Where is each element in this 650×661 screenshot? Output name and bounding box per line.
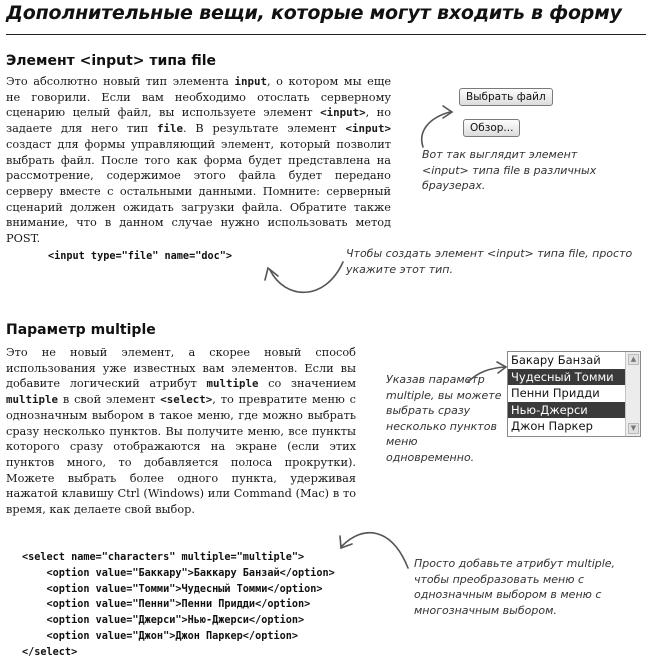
note-code: Просто добавьте атрибут multiple, чтобы … — [414, 557, 616, 617]
title-divider — [6, 34, 646, 35]
listbox-option[interactable]: Чудесный Томми — [508, 368, 625, 386]
scroll-down-icon[interactable]: ▼ — [628, 423, 639, 434]
file-input-code: <input type="file" name="doc"> — [48, 251, 233, 262]
choose-file-button[interactable]: Выбрать файл — [459, 88, 553, 106]
arrow-to-code-head — [264, 266, 279, 281]
browse-button[interactable]: Обзор... — [463, 119, 521, 137]
arrow-to-buttons — [421, 111, 451, 148]
section-heading-file: Элемент <input> типа file — [6, 53, 216, 69]
select-multiple-code: <select name="characters" multiple="mult… — [22, 552, 335, 658]
arrow-to-select-code-head — [339, 535, 353, 550]
listbox-scrollbar[interactable]: ▲ ▼ — [625, 352, 640, 436]
note-browsers: Вот так выглядит элемент <input> типа fi… — [422, 148, 597, 192]
listbox-option[interactable]: Нью-Джерси — [508, 401, 625, 419]
listbox-option[interactable]: Бакару Банзай — [511, 353, 601, 367]
listbox-option[interactable]: Джон Паркер — [511, 419, 593, 434]
multiple-select-listbox[interactable]: Бакару Банзай Чудесный Томми Пенни Придд… — [507, 351, 641, 437]
arrow-to-code — [269, 261, 344, 294]
arrow-to-select-code — [341, 531, 409, 569]
arrow-to-buttons-head — [442, 105, 454, 119]
note-listbox: Указав параметр multiple, вы можете выбр… — [386, 373, 502, 464]
file-paragraph: Это абсолютно новый тип элемента input, … — [6, 75, 392, 246]
multiple-paragraph: Это не новый элемент, а скорее новый спо… — [6, 346, 356, 517]
section-heading-multiple: Параметр multiple — [6, 322, 156, 338]
scroll-up-icon[interactable]: ▲ — [628, 354, 639, 365]
note-create-file: Чтобы создать элемент <input> типа file,… — [346, 247, 633, 276]
listbox-option[interactable]: Пенни Придди — [511, 386, 600, 401]
page-title: Дополнительные вещи, которые могут входи… — [6, 2, 622, 24]
